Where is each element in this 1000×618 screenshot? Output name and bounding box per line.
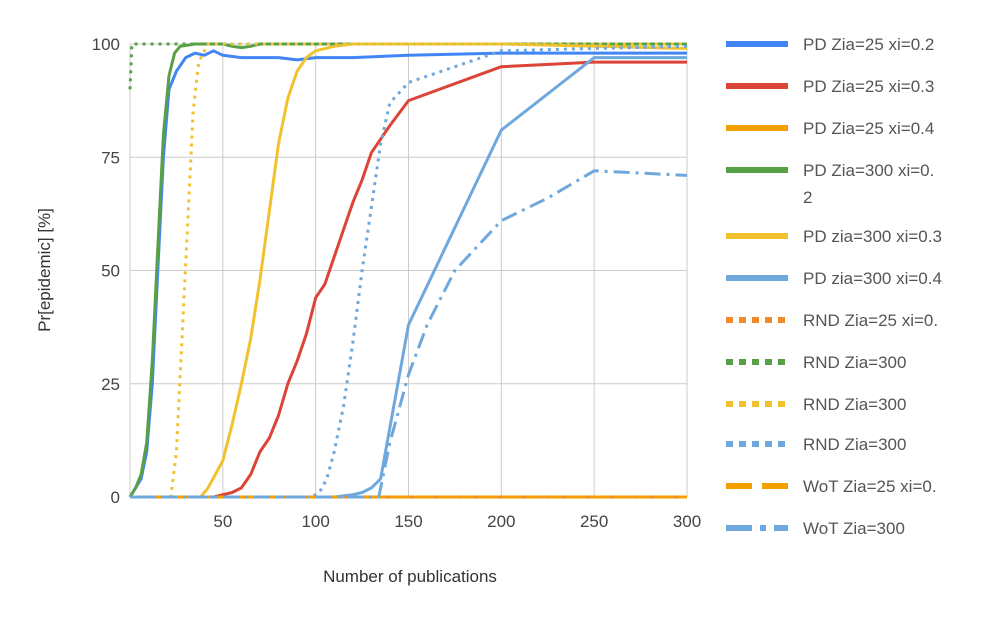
series-line-12 bbox=[130, 169, 688, 499]
legend-label-12: WoT Zia=300 bbox=[803, 519, 905, 538]
legend-label-9: RND Zia=300 bbox=[803, 395, 906, 414]
x-tick-label: 50 bbox=[213, 512, 232, 531]
x-tick-label: 200 bbox=[487, 512, 515, 531]
y-tick-label: 50 bbox=[101, 262, 120, 281]
x-axis-title: Number of publications bbox=[323, 567, 497, 586]
series-line-9 bbox=[130, 42, 687, 499]
legend-label-2: PD Zia=25 xi=0.3 bbox=[803, 77, 934, 96]
x-tick-label: 300 bbox=[673, 512, 701, 531]
series-line-4 bbox=[128, 42, 687, 498]
y-tick-label: 100 bbox=[92, 35, 120, 54]
x-tick-label: 250 bbox=[580, 512, 608, 531]
legend-label-5: PD zia=300 xi=0.3 bbox=[803, 227, 942, 246]
legend-label-10: RND Zia=300 bbox=[803, 435, 906, 454]
legend-label-11: WoT Zia=25 xi=0. bbox=[803, 477, 937, 496]
series-line-6 bbox=[130, 56, 687, 499]
series-line-10 bbox=[130, 44, 688, 499]
tick-labels: 0 25 50 75 100 50 100 150 200 250 300 bbox=[92, 35, 702, 531]
legend-label-3: PD Zia=25 xi=0.4 bbox=[803, 119, 934, 138]
grid bbox=[129, 43, 688, 498]
legend-label-7: RND Zia=25 xi=0. bbox=[803, 311, 938, 330]
legend-label-4: PD Zia=300 xi=0. 2 bbox=[803, 161, 934, 207]
y-tick-label: 0 bbox=[111, 488, 120, 507]
series-layer bbox=[128, 42, 688, 499]
y-tick-label: 25 bbox=[101, 375, 120, 394]
x-tick-label: 150 bbox=[394, 512, 422, 531]
legend-label-6: PD zia=300 xi=0.4 bbox=[803, 269, 942, 288]
legend: PD Zia=25 xi=0.2 PD Zia=25 xi=0.3 PD Zia=2… bbox=[726, 35, 942, 538]
legend-label-8: RND Zia=300 bbox=[803, 353, 906, 372]
series-line-2 bbox=[130, 60, 687, 499]
legend-label-1: PD Zia=25 xi=0.2 bbox=[803, 35, 934, 54]
y-tick-label: 75 bbox=[101, 148, 120, 167]
x-tick-label: 100 bbox=[301, 512, 329, 531]
series-line-5 bbox=[130, 42, 688, 499]
y-axis-title: Pr[epidemic] [%] bbox=[35, 208, 54, 332]
